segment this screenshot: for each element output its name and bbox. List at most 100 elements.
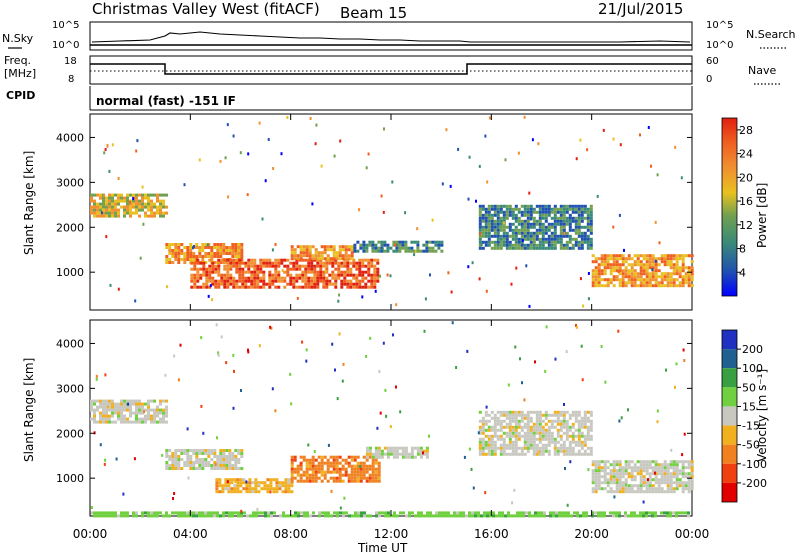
echo-cell (609, 475, 613, 479)
echo-cell (618, 484, 622, 488)
echo-cell (256, 507, 259, 511)
echo-cell (517, 419, 521, 423)
echo-cell (380, 194, 383, 198)
echo-cell (310, 270, 314, 274)
echo-cell (171, 458, 175, 461)
echo-cell (332, 254, 336, 258)
echo-cell (370, 279, 374, 283)
echo-cell (359, 479, 363, 483)
echo-cell (517, 210, 521, 214)
echo-cell (630, 475, 634, 479)
echo-cell (269, 484, 273, 488)
echo-cell (589, 216, 593, 220)
echo-cell (559, 419, 563, 423)
echo-cell (645, 281, 649, 285)
echo-cell (651, 472, 655, 476)
echo-cell (302, 248, 306, 252)
echo-cell (535, 222, 539, 226)
echo-cell (239, 478, 243, 482)
x-tick-label: 04:00 (173, 527, 208, 541)
echo-cell (168, 464, 172, 467)
echo-cell (305, 467, 309, 471)
echo-cell (329, 248, 333, 252)
echo-cell (256, 270, 260, 274)
echo-cell (93, 402, 96, 406)
echo-cell (639, 281, 643, 285)
echo-cell (310, 276, 314, 280)
echo-cell (648, 272, 652, 276)
echo-cell (162, 199, 165, 203)
echo-cell (338, 251, 342, 255)
echo-cell (328, 261, 332, 265)
echo-cell (239, 151, 242, 155)
echo-cell (538, 243, 542, 247)
echo-cell (487, 225, 491, 229)
echo-cell (111, 143, 114, 147)
echo-cell (220, 258, 224, 262)
echo-cell (529, 240, 533, 244)
echo-cell (606, 266, 610, 270)
echo-cell (453, 514, 456, 518)
echo-cell (511, 419, 515, 423)
echo-cell (651, 278, 655, 282)
echo-cell (376, 276, 380, 280)
echo-cell (232, 264, 236, 268)
echo-cell (217, 279, 221, 283)
echo-cell (290, 467, 294, 471)
echo-cell (514, 428, 518, 432)
echo-cell (200, 404, 203, 408)
freq-panel: Freq. [MHz] 18 8 60 0 Nave (4, 54, 780, 85)
echo-cell (609, 272, 613, 276)
echo-cell (684, 472, 688, 476)
echo-cell (474, 514, 477, 518)
echo-cell (141, 199, 144, 203)
echo-cell (577, 452, 581, 456)
echo-cell (586, 148, 589, 152)
echo-cell (508, 422, 512, 426)
echo-cell (208, 264, 212, 268)
echo-cell (687, 254, 691, 258)
echo-cell (263, 484, 267, 488)
echo-cell (481, 443, 485, 447)
echo-cell (606, 466, 610, 470)
echo-cell (120, 399, 123, 403)
echo-cell (618, 478, 622, 482)
echo-cell (370, 261, 374, 265)
echo-cell (136, 139, 139, 143)
echo-cell (577, 422, 581, 426)
echo-cell (678, 257, 682, 261)
echo-cell (335, 470, 339, 474)
echo-cell (371, 464, 375, 468)
echo-cell (441, 511, 444, 515)
echo-cell (600, 257, 604, 261)
echo-cell (358, 208, 361, 212)
echo-cell (577, 425, 581, 429)
echo-cell (320, 164, 323, 168)
echo-cell (320, 251, 324, 255)
echo-cell (256, 273, 260, 277)
echo-cell (186, 452, 190, 455)
echo-cell (477, 431, 480, 435)
echo-cell (338, 479, 342, 483)
echo-cell (532, 234, 536, 238)
echo-cell (90, 399, 93, 403)
echo-cell (224, 484, 228, 488)
echo-cell (111, 214, 114, 218)
echo-cell (580, 219, 584, 223)
echo-cell (645, 275, 649, 279)
echo-cell (395, 246, 399, 250)
echo-cell (211, 270, 215, 274)
echo-cell (422, 452, 426, 456)
echo-cell (529, 222, 533, 226)
echo-cell (337, 299, 340, 303)
echo-cell (198, 464, 202, 467)
echo-cell (215, 490, 219, 494)
echo-cell (559, 240, 563, 244)
echo-cell (384, 514, 387, 518)
echo-cell (666, 260, 670, 264)
echo-cell (351, 514, 354, 518)
echo-cell (484, 234, 488, 238)
echo-cell (508, 228, 512, 232)
echo-cell (582, 514, 585, 518)
echo-cell (138, 411, 141, 415)
